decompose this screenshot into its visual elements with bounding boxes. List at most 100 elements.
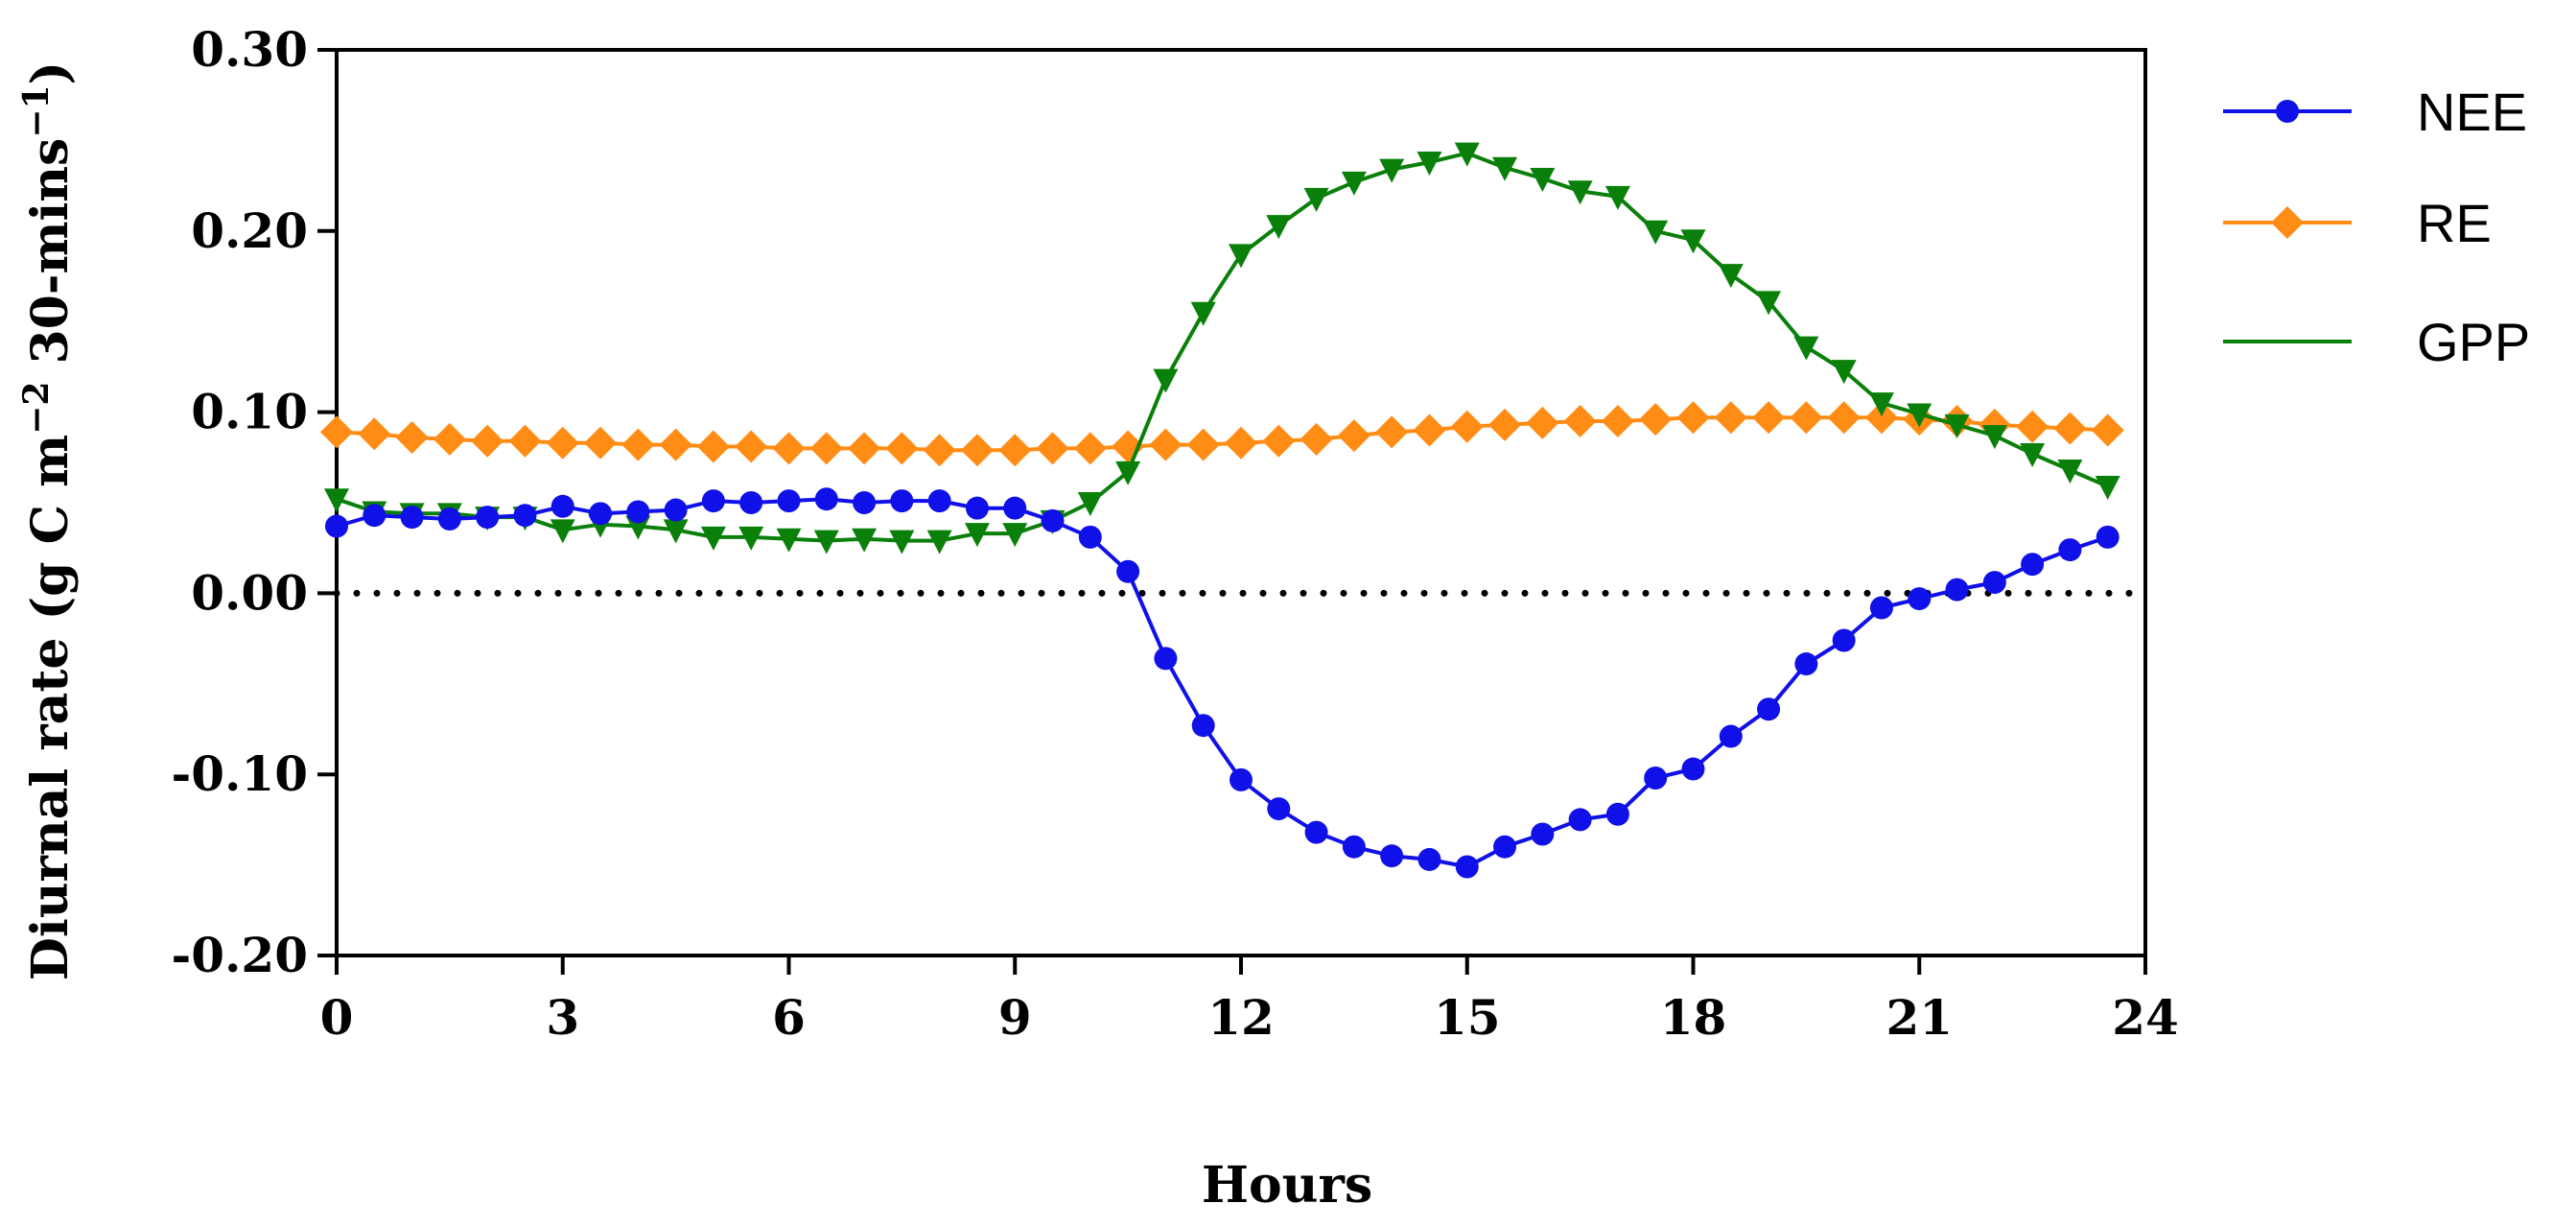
series-re xyxy=(320,401,2124,467)
plot-frame xyxy=(335,48,2147,957)
x-tick-label: 9 xyxy=(998,989,1032,1046)
y-axis-title-end: ) xyxy=(21,61,80,85)
gpp-point xyxy=(1115,460,1141,485)
axes: -0.20 -0.10 0.00 0.10 0.20 0.30 0 3 6 9 12 15 18 21 24 xyxy=(171,21,2178,1046)
series-nee xyxy=(325,487,2119,879)
nee-point xyxy=(1003,496,1027,520)
nee-point xyxy=(1380,844,1404,868)
re-point xyxy=(1225,426,1257,460)
nee-point xyxy=(325,514,348,538)
x-tick-label: 3 xyxy=(546,989,579,1046)
gpp-point xyxy=(964,523,990,548)
gpp-point xyxy=(2095,476,2120,501)
nee-point xyxy=(550,494,574,518)
nee-point xyxy=(1531,822,1555,846)
gpp-point xyxy=(1831,360,1857,385)
re-point xyxy=(1488,408,1522,441)
re-point xyxy=(923,434,956,467)
nee-point xyxy=(476,506,500,530)
re-point xyxy=(2091,413,2124,447)
gpp-point xyxy=(813,530,839,555)
gpp-point xyxy=(625,515,651,540)
nee-point xyxy=(1304,820,1328,844)
re-point xyxy=(433,422,466,456)
re-point xyxy=(2016,410,2049,443)
gpp-point xyxy=(926,530,952,555)
nee-point xyxy=(814,487,838,511)
re-point xyxy=(1337,419,1370,453)
gpp-point xyxy=(1643,220,1669,245)
nee-point xyxy=(1908,587,1932,611)
gpp-point xyxy=(1153,368,1179,393)
re-point xyxy=(1186,428,1220,461)
nee-point xyxy=(400,506,424,530)
y-axis-title-exp1: −2 xyxy=(16,382,57,435)
nee-point xyxy=(1568,808,1592,832)
nee-point xyxy=(1982,571,2006,595)
nee-point xyxy=(664,498,688,522)
y-axis-title: Diurnal rate (g C m−2 30-mins−1) xyxy=(16,61,80,980)
y-tick-label: 0.00 xyxy=(191,564,308,621)
nee-point xyxy=(1832,628,1856,652)
y-tick-label: 0.30 xyxy=(191,21,308,78)
re-point xyxy=(1752,401,1786,435)
re-point xyxy=(320,415,353,449)
re-point xyxy=(848,432,881,465)
nee-point xyxy=(1757,697,1781,721)
nee-point xyxy=(1681,757,1705,781)
re-point xyxy=(1790,401,1823,435)
nee-point xyxy=(1945,578,1969,602)
nee-point xyxy=(1342,835,1366,859)
nee-point xyxy=(589,502,613,526)
legend: NEE RE GPP xyxy=(2223,82,2530,372)
nee-point xyxy=(1794,652,1818,676)
re-point xyxy=(1526,406,1559,439)
gpp-point xyxy=(1417,152,1442,177)
gpp-point xyxy=(1756,291,1782,316)
gpp-point xyxy=(1266,215,1292,240)
gpp-point xyxy=(1077,492,1103,516)
re-point xyxy=(2053,412,2087,445)
gpp-point xyxy=(889,530,915,555)
re-point xyxy=(508,424,542,458)
re-point xyxy=(1639,403,1673,437)
nee-line xyxy=(336,497,2109,869)
re-point xyxy=(1864,401,1898,435)
gpp-point xyxy=(1454,142,1480,167)
legend-label-re: RE xyxy=(2417,193,2492,253)
nee-point xyxy=(363,504,386,528)
re-point xyxy=(621,428,655,461)
x-tick-label: 24 xyxy=(2112,989,2179,1046)
re-point xyxy=(1563,405,1597,438)
re-point xyxy=(1300,422,1333,456)
nee-point xyxy=(513,504,537,528)
nee-point xyxy=(2021,553,2045,577)
re-point xyxy=(1375,415,1409,449)
re-point xyxy=(696,430,730,463)
gpp-point xyxy=(1604,185,1630,210)
re-point xyxy=(1450,410,1484,443)
re-point xyxy=(471,424,504,458)
nee-point xyxy=(1455,855,1479,879)
re-point xyxy=(885,432,919,465)
gpp-point xyxy=(1981,425,2007,450)
gpp-point xyxy=(663,519,689,544)
gpp-point xyxy=(852,528,878,553)
nee-point xyxy=(1229,767,1253,791)
re-point xyxy=(772,432,806,465)
y-axis-title-exp2: −1 xyxy=(16,84,57,137)
gpp-point xyxy=(1567,180,1593,205)
legend-marker-nee xyxy=(2276,100,2299,123)
re-point xyxy=(395,421,429,455)
legend-label-gpp: GPP xyxy=(2417,312,2530,372)
re-point xyxy=(358,417,391,451)
gpp-point xyxy=(1492,156,1518,181)
nee-point xyxy=(927,489,951,513)
re-point xyxy=(1149,428,1183,461)
nee-point xyxy=(1078,525,1102,549)
nee-point xyxy=(1869,596,1893,620)
x-tick-label: 21 xyxy=(1885,989,1953,1046)
x-tick-label: 18 xyxy=(1660,989,1727,1046)
gpp-point xyxy=(550,519,575,544)
nee-point xyxy=(701,489,725,513)
